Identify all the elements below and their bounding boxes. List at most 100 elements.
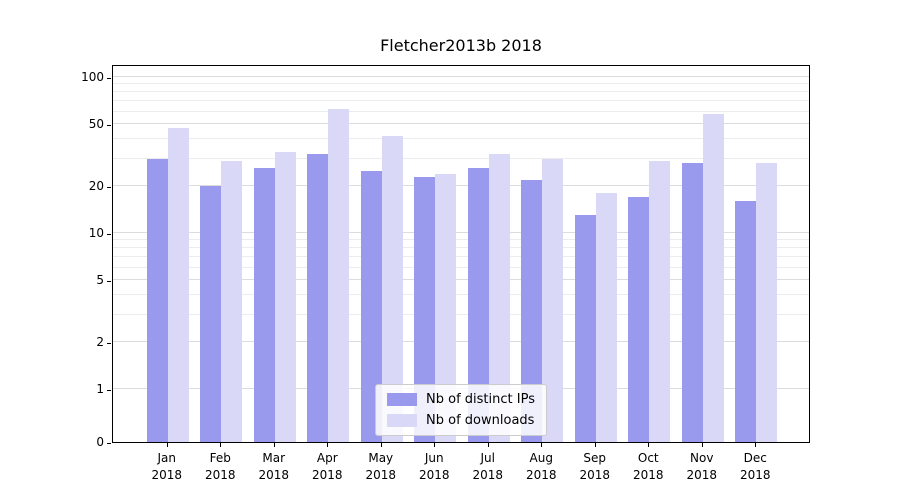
x-tick-label: Mar 2018 xyxy=(258,450,289,484)
x-tick-year: 2018 xyxy=(204,468,236,482)
x-tick-month: Mar xyxy=(262,451,286,465)
y-tick-mark xyxy=(107,124,111,126)
x-tick-label: May 2018 xyxy=(365,450,396,484)
y-minor-gridline xyxy=(113,294,809,296)
legend-label-downloads: Nb of downloads xyxy=(426,413,535,428)
x-tick-label: Dec 2018 xyxy=(740,450,771,484)
x-tick-mark xyxy=(380,443,382,447)
y-minor-gridline xyxy=(113,100,809,102)
x-tick-month: Apr xyxy=(316,451,338,465)
x-tick-mark xyxy=(648,443,650,447)
legend-row-downloads: Nb of downloads xyxy=(387,413,535,428)
x-tick-month: Jan xyxy=(157,451,176,465)
y-tick-mark xyxy=(107,78,111,79)
x-tick-month: Feb xyxy=(209,451,231,465)
bar-downloads-feb xyxy=(221,160,243,442)
x-tick-label: Nov 2018 xyxy=(686,450,717,484)
x-tick-mark xyxy=(701,443,703,447)
y-minor-gridline xyxy=(113,266,809,268)
bar-downloads-apr xyxy=(328,109,350,442)
y-tick-label: 0 xyxy=(96,435,104,449)
x-tick-year: 2018 xyxy=(311,468,343,482)
x-tick-label: Oct 2018 xyxy=(633,450,664,484)
x-tick-mark xyxy=(220,443,222,447)
y-minor-gridline xyxy=(113,110,809,112)
x-tick-mark xyxy=(594,443,596,447)
x-tick-label: Jun 2018 xyxy=(419,450,450,484)
y-tick-label: 50 xyxy=(88,116,104,131)
y-tick-mark xyxy=(107,280,111,282)
x-tick-month: Jun xyxy=(424,451,444,465)
bar-distinct-ips-sep xyxy=(574,215,596,442)
x-tick-mark xyxy=(487,443,489,447)
x-tick-mark xyxy=(755,443,757,447)
x-tick-mark xyxy=(166,443,168,447)
bar-downloads-sep xyxy=(595,193,617,442)
y-tick-label: 5 xyxy=(96,272,104,287)
x-tick-year: 2018 xyxy=(258,468,290,482)
x-tick-month: May xyxy=(368,451,394,465)
bar-distinct-ips-jan xyxy=(146,158,168,442)
y-major-gridline xyxy=(113,232,809,233)
bar-distinct-ips-jun xyxy=(414,176,436,442)
legend-row-distinct-ips: Nb of distinct IPs xyxy=(387,392,535,407)
bar-distinct-ips-dec xyxy=(735,201,757,442)
y-tick-mark xyxy=(107,390,111,391)
x-tick-year: 2018 xyxy=(686,468,718,482)
y-minor-gridline xyxy=(113,91,809,93)
x-tick-year: 2018 xyxy=(739,468,771,482)
x-tick-year: 2018 xyxy=(365,468,397,482)
y-tick-mark xyxy=(107,234,111,235)
x-tick-mark xyxy=(434,443,436,447)
bar-distinct-ips-nov xyxy=(681,163,703,442)
y-minor-gridline xyxy=(113,138,809,140)
x-tick-month: Jul xyxy=(480,451,495,465)
x-tick-label: Jul 2018 xyxy=(472,450,503,484)
legend-swatch-downloads xyxy=(387,414,418,427)
plot-area: Nb of distinct IPs Nb of downloads xyxy=(112,65,810,443)
y-tick-label: 1 xyxy=(96,382,104,396)
x-tick-label: Jan 2018 xyxy=(151,450,182,484)
x-tick-year: 2018 xyxy=(151,468,183,482)
x-tick-year: 2018 xyxy=(525,468,557,482)
y-tick-mark xyxy=(107,187,111,189)
y-minor-gridline xyxy=(113,313,809,315)
bar-downloads-dec xyxy=(756,163,778,442)
y-minor-gridline xyxy=(113,247,809,249)
x-tick-year: 2018 xyxy=(472,468,504,482)
x-tick-label: Sep 2018 xyxy=(579,450,610,484)
y-major-gridline xyxy=(113,278,809,280)
bar-downloads-jul xyxy=(488,154,510,442)
y-minor-gridline xyxy=(113,256,809,258)
x-tick-mark xyxy=(327,443,329,447)
x-tick-mark xyxy=(541,443,543,447)
x-tick-month: Sep xyxy=(583,451,607,465)
x-tick-label: Apr 2018 xyxy=(312,450,343,484)
bar-downloads-aug xyxy=(542,158,564,442)
y-minor-gridline xyxy=(113,83,809,85)
y-major-gridline xyxy=(113,185,809,187)
y-tick-label: 10 xyxy=(88,226,104,240)
bar-distinct-ips-jul xyxy=(467,168,489,442)
bar-downloads-jan xyxy=(167,128,189,442)
legend: Nb of distinct IPs Nb of downloads xyxy=(375,384,547,436)
bar-distinct-ips-apr xyxy=(307,154,329,442)
bar-downloads-jun xyxy=(435,173,457,442)
y-tick-mark xyxy=(107,343,111,345)
x-tick-month: Aug xyxy=(529,451,553,465)
x-tick-month: Nov xyxy=(690,451,714,465)
x-tick-year: 2018 xyxy=(418,468,450,482)
bar-downloads-mar xyxy=(274,152,296,442)
x-tick-label: Aug 2018 xyxy=(526,450,557,484)
bar-distinct-ips-feb xyxy=(200,186,222,442)
legend-swatch-distinct-ips xyxy=(387,393,418,406)
x-tick-month: Oct xyxy=(637,451,659,465)
bar-downloads-oct xyxy=(649,160,671,442)
y-minor-gridline xyxy=(113,157,809,159)
bar-distinct-ips-aug xyxy=(521,179,543,442)
x-tick-year: 2018 xyxy=(579,468,611,482)
bar-downloads-may xyxy=(381,135,403,442)
y-minor-gridline xyxy=(113,239,809,241)
x-tick-month: Dec xyxy=(743,451,767,465)
